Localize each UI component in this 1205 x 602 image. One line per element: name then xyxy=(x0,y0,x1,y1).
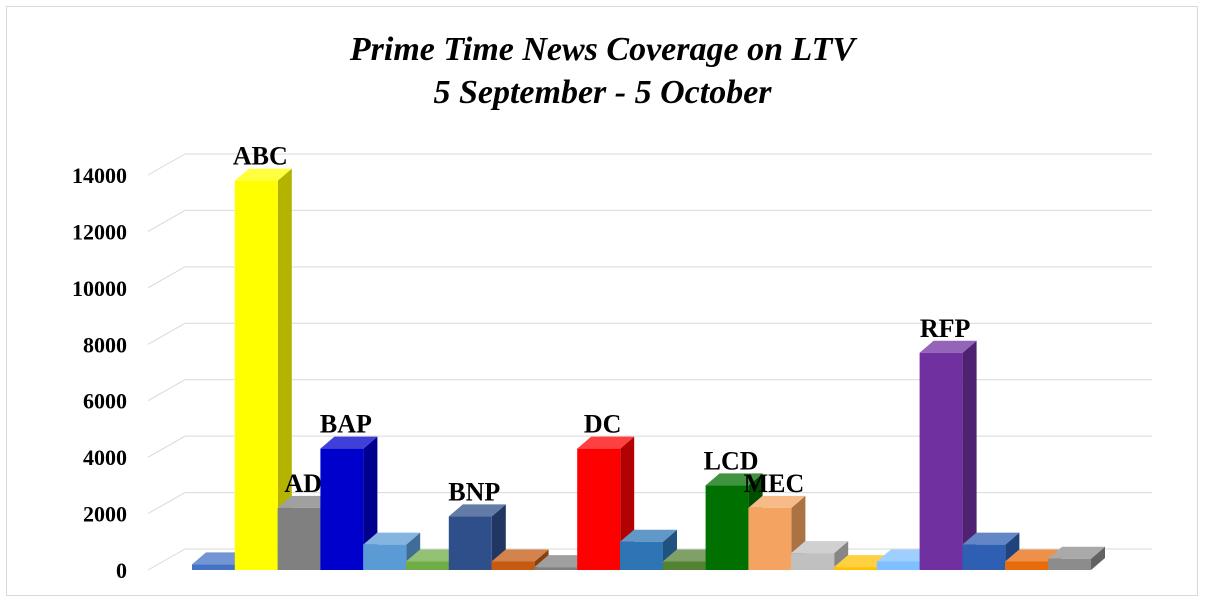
bar-top xyxy=(534,555,592,568)
data-label: MEC xyxy=(744,469,805,498)
bar xyxy=(448,504,506,570)
gridline-depth xyxy=(147,435,186,458)
bar-top xyxy=(834,555,891,568)
bar-front xyxy=(448,516,492,570)
data-label: LCD xyxy=(704,446,759,475)
gridline-depth xyxy=(147,548,186,571)
bar-front xyxy=(534,567,578,570)
bar-side xyxy=(962,340,977,570)
data-label: BNP xyxy=(448,477,500,506)
bar-front xyxy=(234,180,278,570)
gridline-depth xyxy=(147,153,186,176)
bar-front xyxy=(962,544,1006,570)
data-label: RFP xyxy=(920,314,971,343)
data-label: DC xyxy=(584,410,622,439)
chart-title: Prime Time News Coverage on LTV xyxy=(349,31,856,68)
gridline-depth xyxy=(147,209,186,232)
data-label: AD xyxy=(284,469,322,498)
bar-top xyxy=(919,340,977,353)
bar-top xyxy=(748,495,806,508)
bar-front xyxy=(620,541,663,570)
bar-top xyxy=(234,168,292,181)
chart-frame xyxy=(6,6,1198,596)
bar-front xyxy=(705,485,749,570)
bar-top xyxy=(277,495,335,508)
bar-top xyxy=(320,436,378,449)
bar xyxy=(363,532,421,570)
y-tick-label: 6000 xyxy=(83,389,127,414)
gridline-depth xyxy=(147,322,186,345)
y-tick-label: 0 xyxy=(116,558,127,583)
y-tick-label: 2000 xyxy=(83,502,127,527)
bar-front xyxy=(577,448,621,570)
chart-subtitle: 5 September - 5 October xyxy=(433,74,772,111)
bar-front xyxy=(363,544,407,570)
bar-front xyxy=(919,352,963,570)
bar-front xyxy=(834,567,877,570)
gridline-depth xyxy=(147,266,186,289)
bar xyxy=(234,168,292,570)
data-label: ABC xyxy=(233,142,288,171)
bar-front xyxy=(662,561,706,570)
y-tick-label: 12000 xyxy=(72,219,127,244)
bar-top xyxy=(791,541,849,554)
bar-top xyxy=(406,549,463,562)
y-tick-label: 10000 xyxy=(72,276,127,301)
bar-top xyxy=(662,549,720,562)
bar-top xyxy=(491,549,549,562)
bar-top xyxy=(620,529,677,542)
bar-front xyxy=(791,553,835,570)
bar-side xyxy=(1091,546,1105,570)
bar-top xyxy=(192,552,249,565)
y-tick-label: 8000 xyxy=(83,332,127,357)
bar-front xyxy=(320,448,364,570)
bar-front xyxy=(277,507,321,570)
bar-front xyxy=(491,561,535,570)
gridline-depth xyxy=(147,492,186,515)
bar-front xyxy=(748,507,792,570)
bar-front xyxy=(1005,561,1049,570)
y-tick-label: 14000 xyxy=(72,163,127,188)
bar-top xyxy=(577,436,635,449)
bar-side xyxy=(834,541,849,570)
y-tick-label: 4000 xyxy=(83,445,127,470)
bar xyxy=(791,541,849,570)
bar-front xyxy=(1048,558,1091,570)
bar-top xyxy=(1005,549,1063,562)
bar-top xyxy=(448,504,506,517)
bar-side xyxy=(277,168,292,570)
bar-top xyxy=(962,532,1020,545)
bar-front xyxy=(406,561,449,570)
gridline-depth xyxy=(147,379,186,402)
bar xyxy=(919,340,977,570)
data-label: BAP xyxy=(320,410,372,439)
bar-top xyxy=(876,549,934,562)
bar-top xyxy=(363,532,421,545)
bar-front xyxy=(192,564,235,570)
bar-top xyxy=(705,473,763,486)
bar-front xyxy=(876,561,920,570)
bar-top xyxy=(1048,546,1105,559)
bar xyxy=(1048,546,1105,570)
bar xyxy=(491,549,549,570)
